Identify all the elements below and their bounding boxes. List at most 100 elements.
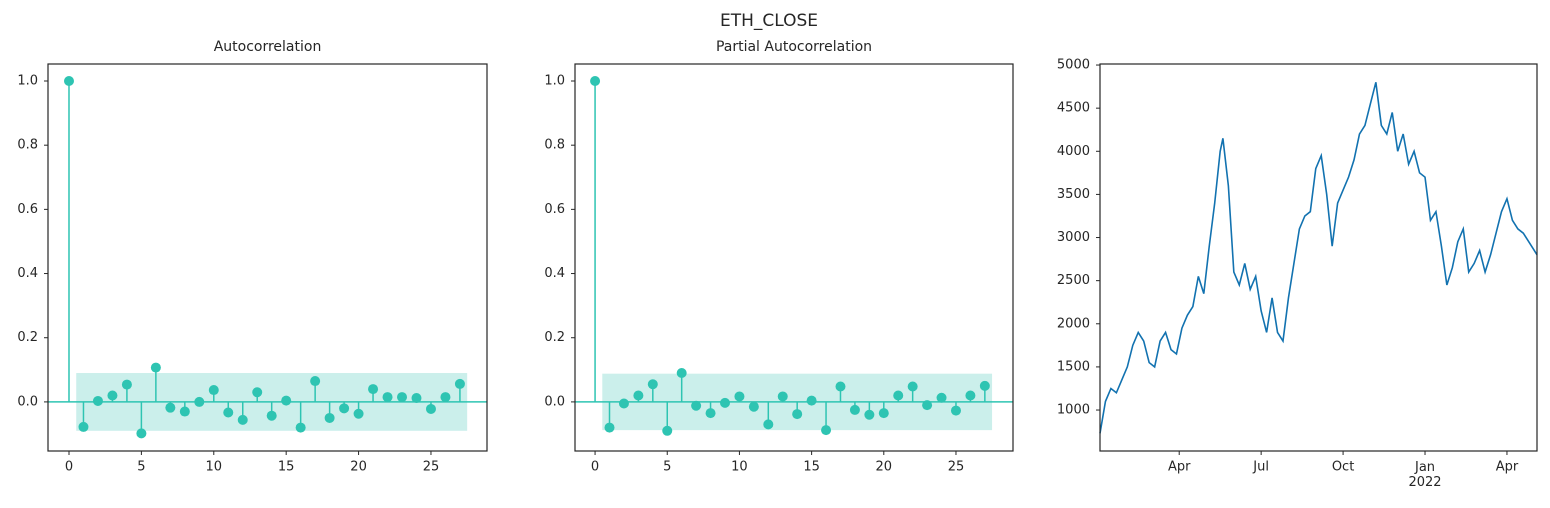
x-tick-label: Apr	[1496, 460, 1519, 475]
stem-marker	[821, 425, 832, 436]
x-tick-label: 5	[663, 460, 671, 475]
subplot: Autocorrelation 0.0 0.2 0.4 0.6 0.8 1.0 0 5 10 15 2…	[17, 39, 488, 475]
stem-marker	[353, 408, 364, 419]
plot-area	[575, 76, 1013, 436]
y-tick-label: 0.4	[544, 266, 565, 281]
price-line	[1099, 82, 1538, 434]
stem-marker	[691, 400, 702, 411]
stem-marker	[454, 378, 465, 389]
stem-marker	[165, 402, 176, 413]
x-tick-label: Apr	[1168, 460, 1191, 475]
y-tick-label: 4500	[1057, 101, 1090, 116]
stem-marker	[777, 391, 788, 402]
stem-marker	[835, 381, 846, 392]
stem-marker	[425, 403, 436, 414]
stem-marker	[864, 409, 875, 420]
stem-marker	[950, 405, 961, 416]
y-tick-label: 0.0	[17, 394, 38, 409]
y-tick-label: 3500	[1057, 187, 1090, 202]
stem-marker	[324, 412, 335, 423]
stem-marker	[734, 391, 745, 402]
stem-marker	[150, 362, 161, 373]
stem-marker	[604, 422, 615, 433]
y-tick-label: 1.0	[17, 74, 38, 89]
plot-area	[1099, 82, 1538, 434]
stem-marker	[618, 398, 629, 409]
stem-marker	[792, 409, 803, 420]
x-tick-label: 10	[206, 460, 223, 475]
stem-marker	[237, 414, 248, 425]
y-tick-label: 1500	[1057, 359, 1090, 374]
x-tick-label: 20	[876, 460, 893, 475]
plot-area	[48, 76, 487, 439]
stem-marker	[223, 407, 234, 418]
stem-marker	[590, 76, 601, 87]
y-tick-label: 1.0	[544, 74, 565, 89]
stem-marker	[252, 387, 263, 398]
stem-marker	[295, 422, 306, 433]
y-tick-label: 0.2	[17, 330, 38, 345]
stem-marker	[382, 392, 393, 403]
subplot: Partial Autocorrelation 0.0 0.2 0.4 0.6 0.8 1.…	[544, 39, 1014, 475]
y-tick-label: 0.8	[544, 138, 565, 153]
y-tick-label: 2000	[1057, 316, 1090, 331]
stem-marker	[676, 368, 687, 379]
y-tick-label: 0.4	[17, 266, 38, 281]
x-tick-label: Jan 2022	[1408, 460, 1441, 490]
stem-marker	[922, 400, 933, 411]
x-tick-label: 15	[278, 460, 295, 475]
stem-marker	[763, 419, 774, 430]
axes-frame	[47, 63, 488, 452]
y-tick-label: 0.2	[544, 330, 565, 345]
stem-marker	[849, 404, 860, 415]
stem-marker	[965, 390, 976, 401]
stem-marker	[179, 406, 190, 417]
stem-marker	[121, 379, 132, 390]
x-tick-label: 15	[803, 460, 820, 475]
y-tick-label: 1000	[1057, 403, 1090, 418]
x-tick-label: 20	[350, 460, 367, 475]
y-tick-label: 3000	[1057, 230, 1090, 245]
y-tick-label: 0.6	[17, 202, 38, 217]
x-tick-label: Oct	[1332, 460, 1354, 475]
figure-title: ETH_CLOSE	[720, 11, 818, 31]
y-tick-label: 0.6	[544, 202, 565, 217]
x-tick-label: 0	[65, 460, 73, 475]
stem-marker	[136, 428, 147, 439]
stem-marker	[107, 390, 118, 401]
axes-frame	[1099, 63, 1538, 452]
x-tick-label: 0	[591, 460, 599, 475]
stem-marker	[411, 393, 422, 404]
y-tick-label: 2500	[1057, 273, 1090, 288]
stem-marker	[266, 410, 277, 421]
stem-marker	[806, 395, 817, 406]
stem-marker	[633, 390, 644, 401]
stem-marker	[979, 380, 990, 391]
stem-marker	[194, 396, 205, 407]
stem-marker	[647, 379, 658, 390]
stem-marker	[92, 395, 103, 406]
y-tick-label: 4000	[1057, 144, 1090, 159]
y-tick-label: 5000	[1057, 58, 1090, 73]
x-tick-label: 5	[137, 460, 145, 475]
stem-marker	[63, 76, 74, 87]
stem-marker	[878, 408, 889, 419]
x-tick-label: 25	[423, 460, 440, 475]
stem-marker	[748, 401, 759, 412]
y-tick-label: 0.0	[544, 394, 565, 409]
subplot-title: Partial Autocorrelation	[716, 39, 872, 55]
stem-marker	[78, 421, 89, 432]
stem-marker	[208, 385, 219, 396]
stem-marker	[339, 403, 350, 414]
stem-marker	[397, 392, 408, 403]
stem-marker	[368, 384, 379, 395]
subplot-title: Autocorrelation	[214, 39, 322, 55]
stem-marker	[662, 425, 673, 436]
stem-marker	[281, 395, 292, 406]
x-tick-label: Jul	[1252, 460, 1269, 475]
stem-marker	[705, 408, 716, 419]
stem-marker	[907, 381, 918, 392]
stem-marker	[719, 397, 730, 408]
axes-frame	[574, 63, 1014, 452]
